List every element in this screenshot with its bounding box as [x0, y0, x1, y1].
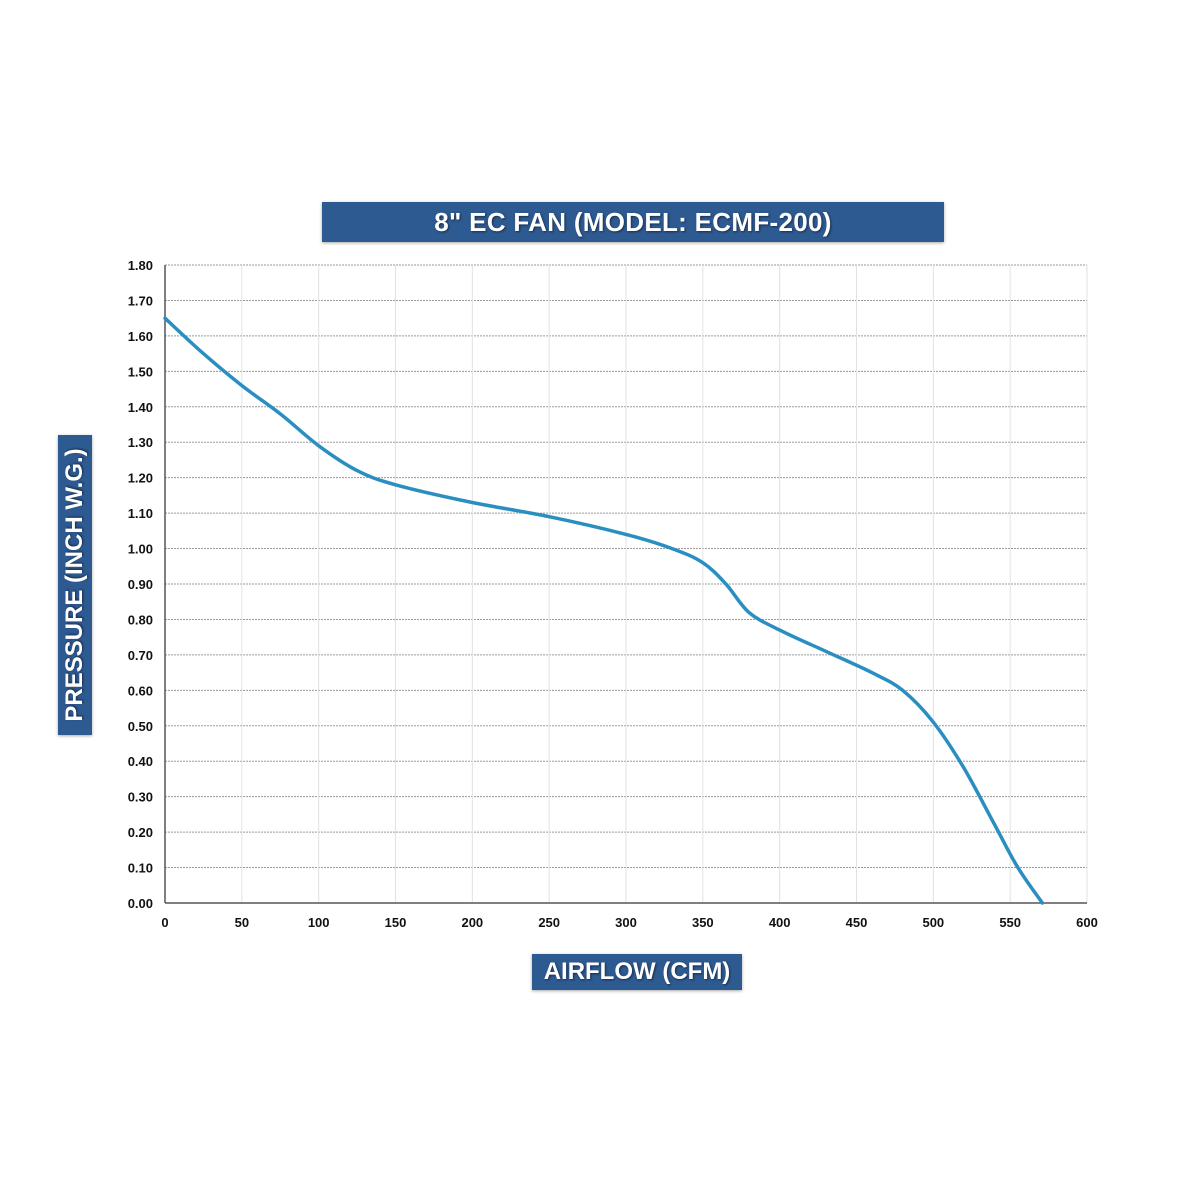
x-tick-label: 100: [308, 915, 330, 930]
x-tick-label: 150: [385, 915, 407, 930]
x-axis-label: AIRFLOW (CFM): [532, 954, 742, 990]
y-tick-label: 0.80: [128, 612, 153, 627]
tick-labels: 0.00 0.10 0.20 0.30 0.40 0.50 0.60 0.70 0.80 0.90…: [128, 258, 1098, 930]
series: [163, 316, 1045, 905]
x-tick-label: 400: [769, 915, 791, 930]
y-tick-label: 1.50: [128, 364, 153, 379]
y-tick-label: 0.70: [128, 648, 153, 663]
y-tick-label: 1.10: [128, 506, 153, 521]
y-tick-label: 0.60: [128, 683, 153, 698]
x-tick-label: 450: [846, 915, 868, 930]
y-tick-label: 1.00: [128, 542, 153, 557]
y-tick-label: 0.90: [128, 577, 153, 592]
y-axis-label: PRESSURE (INCH W.G.): [58, 435, 92, 735]
x-tick-label: 50: [235, 915, 249, 930]
y-tick-label: 1.60: [128, 329, 153, 344]
x-tick-label: 200: [461, 915, 483, 930]
grid: [164, 264, 1088, 904]
y-tick-label: 0.00: [128, 896, 153, 911]
x-tick-label: 0: [161, 915, 168, 930]
axes: [164, 265, 1087, 904]
x-tick-label: 600: [1076, 915, 1098, 930]
y-tick-label: 0.40: [128, 754, 153, 769]
x-tick-label: 300: [615, 915, 637, 930]
y-tick-label: 0.20: [128, 825, 153, 840]
fan-curve-line: [163, 316, 1045, 905]
x-tick-label: 250: [538, 915, 560, 930]
y-tick-label: 0.30: [128, 790, 153, 805]
y-tick-label: 1.70: [128, 293, 153, 308]
y-tick-label: 0.50: [128, 719, 153, 734]
y-tick-label: 1.40: [128, 400, 153, 415]
x-tick-label: 550: [999, 915, 1021, 930]
y-tick-label: 1.80: [128, 258, 153, 273]
x-tick-label: 350: [692, 915, 714, 930]
y-tick-label: 0.10: [128, 861, 153, 876]
x-tick-label: 500: [922, 915, 944, 930]
y-tick-label: 1.30: [128, 435, 153, 450]
chart-title: 8" EC FAN (MODEL: ECMF-200): [322, 202, 944, 242]
y-tick-label: 1.20: [128, 471, 153, 486]
